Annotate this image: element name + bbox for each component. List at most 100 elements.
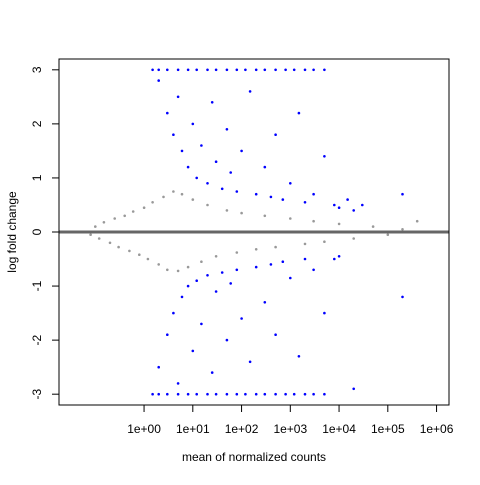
data-point (195, 392, 198, 396)
data-point (333, 257, 336, 261)
data-point (401, 192, 404, 196)
data-point (131, 210, 135, 213)
data-point (323, 311, 326, 315)
data-point (225, 128, 229, 131)
x-tick-label: 1e+06 (420, 422, 454, 436)
data-point (162, 195, 165, 199)
data-point (225, 392, 229, 396)
data-point (180, 149, 184, 153)
y-tick-label: -3 (30, 389, 44, 400)
data-point (248, 90, 252, 93)
y-tick-label: 2 (30, 120, 44, 127)
data-point (284, 68, 287, 72)
data-point (166, 333, 169, 337)
data-point (186, 392, 190, 396)
data-point (289, 182, 292, 185)
data-point (206, 274, 209, 277)
data-point (186, 284, 190, 288)
y-tick-label: 3 (30, 66, 44, 73)
data-point (176, 269, 180, 273)
data-point (401, 228, 404, 231)
data-point (220, 187, 224, 191)
data-point (312, 68, 315, 72)
data-point (269, 195, 273, 199)
x-axis: 1e+00 1e+01 1e+02 1e+03 1e+04 1e+05 1e+06 (127, 404, 454, 436)
data-point (292, 68, 296, 72)
data-point (281, 260, 285, 264)
data-point (323, 392, 326, 396)
data-point (303, 392, 307, 396)
data-point (128, 249, 131, 253)
data-point (323, 68, 326, 72)
data-point (240, 317, 243, 320)
y-tick-label: -2 (30, 334, 44, 345)
data-point (235, 251, 239, 254)
data-point (206, 392, 209, 396)
data-point (195, 68, 198, 72)
data-point (312, 392, 315, 396)
x-tick-label: 1e+04 (322, 422, 356, 436)
data-point (214, 68, 218, 72)
data-point (172, 190, 175, 193)
data-point (244, 68, 247, 72)
data-point (229, 282, 232, 285)
data-point (248, 360, 252, 364)
data-point (225, 68, 229, 72)
data-point (254, 265, 258, 269)
data-point (186, 265, 190, 269)
data-point (142, 206, 146, 209)
data-point (263, 301, 267, 304)
data-point (337, 222, 341, 226)
data-point (200, 322, 203, 326)
data-point (172, 133, 175, 136)
data-point (312, 192, 315, 196)
data-point (346, 198, 349, 201)
data-point (191, 198, 195, 201)
data-point (157, 68, 160, 72)
data-point (274, 68, 277, 72)
data-point (312, 268, 315, 272)
data-point (352, 387, 356, 391)
data-point (225, 338, 229, 342)
data-point (289, 217, 292, 220)
data-point (254, 248, 258, 251)
data-point (386, 233, 390, 236)
data-point (176, 382, 180, 385)
data-point (172, 311, 175, 315)
data-point (235, 392, 239, 396)
data-point (263, 214, 267, 218)
data-point (195, 176, 198, 180)
data-point (214, 160, 218, 163)
data-point (269, 263, 273, 266)
x-tick-label: 1e+02 (225, 422, 259, 436)
data-point (180, 295, 184, 299)
data-point (166, 68, 169, 72)
data-point (240, 149, 243, 153)
data-point (166, 111, 169, 115)
data-point (186, 165, 190, 169)
data-point (206, 203, 209, 207)
x-tick-label: 1e+03 (273, 422, 307, 436)
data-point (254, 68, 258, 72)
data-point (206, 182, 209, 185)
data-point (263, 392, 267, 396)
data-point (210, 371, 214, 374)
data-point (195, 279, 198, 283)
data-point (274, 392, 277, 396)
data-point (303, 68, 307, 72)
data-point (157, 263, 160, 266)
data-point (113, 217, 116, 220)
points-layer (79, 68, 419, 396)
data-point (263, 165, 267, 169)
data-point (289, 276, 292, 280)
data-point (180, 192, 184, 196)
data-point (225, 209, 229, 212)
data-point (297, 111, 301, 115)
data-point (337, 206, 341, 209)
data-point (89, 233, 92, 236)
data-point (166, 268, 169, 272)
data-point (214, 392, 218, 396)
y-axis: -3 -2 -1 0 1 2 3 (30, 66, 60, 400)
data-point (97, 237, 101, 240)
